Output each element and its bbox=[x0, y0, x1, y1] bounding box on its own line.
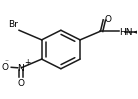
Text: HN: HN bbox=[119, 28, 133, 37]
Text: O: O bbox=[2, 63, 9, 72]
Text: ⁻: ⁻ bbox=[4, 57, 8, 66]
Text: O: O bbox=[104, 15, 112, 24]
Text: O: O bbox=[17, 79, 24, 88]
Text: N: N bbox=[17, 64, 24, 73]
Text: Br: Br bbox=[8, 20, 18, 29]
Text: +: + bbox=[24, 58, 31, 67]
